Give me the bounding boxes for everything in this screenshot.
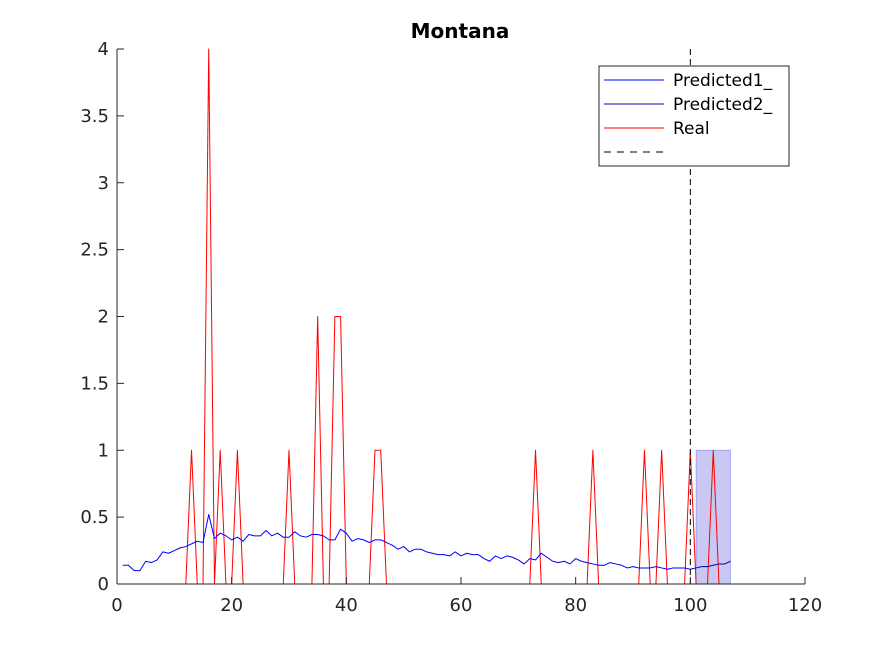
- legend-entry-label: Real: [673, 119, 710, 139]
- x-tick-label: 80: [564, 595, 587, 616]
- x-tick-label: 100: [673, 595, 707, 616]
- series-line-predicted1: [122, 513, 691, 572]
- y-tick-label: 1: [98, 440, 109, 461]
- chart-title: Montana: [411, 19, 510, 43]
- y-tick-label: 4: [98, 39, 109, 60]
- y-tick-label: 3: [98, 173, 109, 194]
- legend-entry-label: Predicted1_: [673, 71, 773, 91]
- legend-box: [598, 65, 790, 167]
- y-tick-label: 0: [98, 574, 109, 595]
- legend-entry-label: Predicted2_: [673, 95, 773, 115]
- y-tick-label: 2: [98, 307, 109, 328]
- series-line-predicted2: [690, 560, 731, 570]
- x-tick-label: 20: [220, 595, 243, 616]
- x-tick-label: 0: [111, 595, 122, 616]
- shaded-forecast-region: [695, 449, 731, 585]
- y-tick-label: 3.5: [80, 106, 109, 127]
- y-tick-label: 2.5: [80, 240, 109, 261]
- x-tick-label: 120: [788, 595, 822, 616]
- x-tick-label: 60: [450, 595, 473, 616]
- y-tick-label: 1.5: [80, 373, 109, 394]
- y-tick-label: 0.5: [80, 507, 109, 528]
- x-tick-label: 40: [335, 595, 358, 616]
